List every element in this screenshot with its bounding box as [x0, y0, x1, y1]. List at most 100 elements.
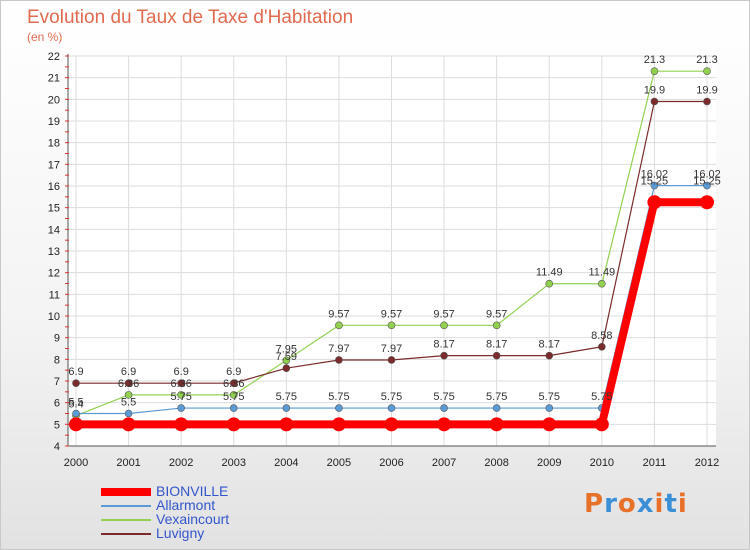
x-tick-label: 2003	[222, 457, 246, 469]
data-point-allarmont	[282, 404, 291, 412]
data-point-bionville	[647, 195, 662, 210]
data-label-allarmont: 5.75	[381, 391, 402, 403]
chart-subtitle: (en %)	[27, 30, 63, 44]
data-label-luvigny: 8.58	[591, 330, 612, 342]
data-label-allarmont: 5.5	[68, 397, 83, 409]
data-point-allarmont	[492, 404, 501, 412]
data-point-vexaincourt	[440, 321, 448, 330]
data-point-allarmont	[387, 404, 396, 412]
data-point-vexaincourt	[335, 321, 343, 330]
data-point-luvigny	[335, 356, 343, 364]
data-label-vexaincourt: 7.95	[276, 343, 297, 355]
y-tick-label: 17	[48, 159, 60, 171]
data-label-bionville: 15.25	[693, 175, 721, 187]
data-label-vexaincourt: 5.4	[68, 399, 83, 411]
legend-label: BIONVILLE	[156, 483, 229, 499]
data-point-luvigny	[229, 379, 238, 387]
y-tick-label: 6	[54, 398, 60, 410]
data-point-luvigny	[387, 356, 396, 364]
data-point-vexaincourt	[177, 391, 185, 399]
x-tick-label: 2009	[537, 457, 561, 469]
y-tick-label: 21	[48, 73, 60, 85]
data-point-allarmont	[229, 404, 238, 412]
data-point-allarmont	[335, 404, 343, 412]
data-point-vexaincourt	[492, 321, 501, 330]
data-point-bionville	[331, 417, 346, 432]
y-tick-label: 12	[48, 268, 60, 280]
x-tick-label: 2004	[274, 457, 298, 469]
y-tick-label: 8	[54, 354, 60, 366]
x-tick-label: 2012	[695, 457, 719, 469]
y-tick-label: 15	[48, 203, 60, 215]
x-tick-label: 2007	[432, 457, 456, 469]
data-point-luvigny	[282, 364, 291, 373]
data-label-vexaincourt: 9.57	[486, 308, 507, 320]
data-label-luvigny: 7.97	[381, 343, 402, 355]
logo-letter: i	[677, 489, 688, 519]
data-label-vexaincourt: 9.57	[433, 308, 454, 320]
x-tick-label: 2002	[169, 457, 193, 469]
y-tick-label: 18	[48, 138, 60, 150]
data-label-luvigny: 6.9	[68, 366, 83, 378]
data-label-vexaincourt: 11.49	[588, 267, 615, 279]
data-label-allarmont: 5.5	[121, 397, 136, 409]
data-point-luvigny	[598, 342, 606, 351]
data-label-vexaincourt: 6.36	[118, 378, 139, 390]
y-tick-label: 20	[48, 94, 60, 106]
legend-label: Luvigny	[156, 525, 205, 541]
data-point-allarmont	[177, 404, 185, 412]
data-label-allarmont: 5.75	[328, 391, 349, 403]
data-label-allarmont: 5.75	[170, 391, 191, 403]
logo-letter: i	[654, 489, 665, 519]
data-label-luvigny: 19.9	[696, 85, 717, 97]
data-label-luvigny: 8.17	[433, 339, 454, 351]
logo-letter: x	[636, 489, 655, 519]
data-label-allarmont: 5.75	[486, 391, 507, 403]
x-tick-label: 2005	[327, 457, 351, 469]
data-label-luvigny: 8.17	[539, 339, 560, 351]
logo-letter: r	[604, 489, 618, 519]
y-tick-label: 9	[54, 333, 60, 345]
data-point-allarmont	[440, 404, 448, 412]
data-label-vexaincourt: 6.36	[223, 378, 244, 390]
data-label-luvigny: 6.9	[121, 366, 136, 378]
data-point-allarmont	[545, 404, 554, 412]
data-point-bionville	[594, 417, 609, 432]
chart-title: Evolution du Taux de Taxe d'Habitation	[27, 7, 354, 28]
data-point-vexaincourt	[545, 279, 554, 288]
proxiti-logo: Proxiti	[584, 489, 688, 519]
logo-letter: t	[664, 489, 678, 519]
data-label-luvigny: 6.9	[174, 366, 189, 378]
data-point-bionville	[279, 417, 294, 432]
data-label-luvigny: 19.9	[644, 85, 665, 97]
y-tick-label: 10	[48, 311, 60, 323]
data-label-allarmont: 16.02	[641, 169, 669, 181]
data-point-vexaincourt	[650, 67, 659, 75]
data-point-bionville	[69, 417, 83, 432]
data-point-bionville	[489, 417, 504, 432]
data-point-luvigny	[545, 351, 554, 360]
data-label-allarmont: 5.75	[276, 391, 297, 403]
data-label-allarmont: 5.75	[591, 391, 612, 403]
data-point-vexaincourt	[124, 391, 133, 399]
data-label-luvigny: 8.17	[486, 339, 507, 351]
data-point-bionville	[384, 417, 399, 432]
data-point-luvigny	[440, 351, 448, 360]
y-tick-label: 22	[48, 51, 60, 63]
data-point-allarmont	[650, 181, 659, 190]
x-tick-label: 2011	[643, 457, 667, 469]
data-point-luvigny	[703, 97, 711, 106]
data-point-vexaincourt	[229, 391, 238, 399]
data-point-bionville	[700, 195, 714, 210]
legend-swatch	[101, 505, 151, 507]
data-point-allarmont	[703, 181, 711, 190]
y-tick-label: 7	[54, 376, 60, 388]
data-point-allarmont	[72, 409, 80, 418]
data-point-bionville	[542, 417, 557, 432]
y-tick-label: 14	[48, 224, 60, 236]
data-label-vexaincourt: 21.3	[644, 54, 665, 66]
x-tick-label: 2001	[116, 457, 140, 469]
data-point-vexaincourt	[282, 356, 291, 365]
